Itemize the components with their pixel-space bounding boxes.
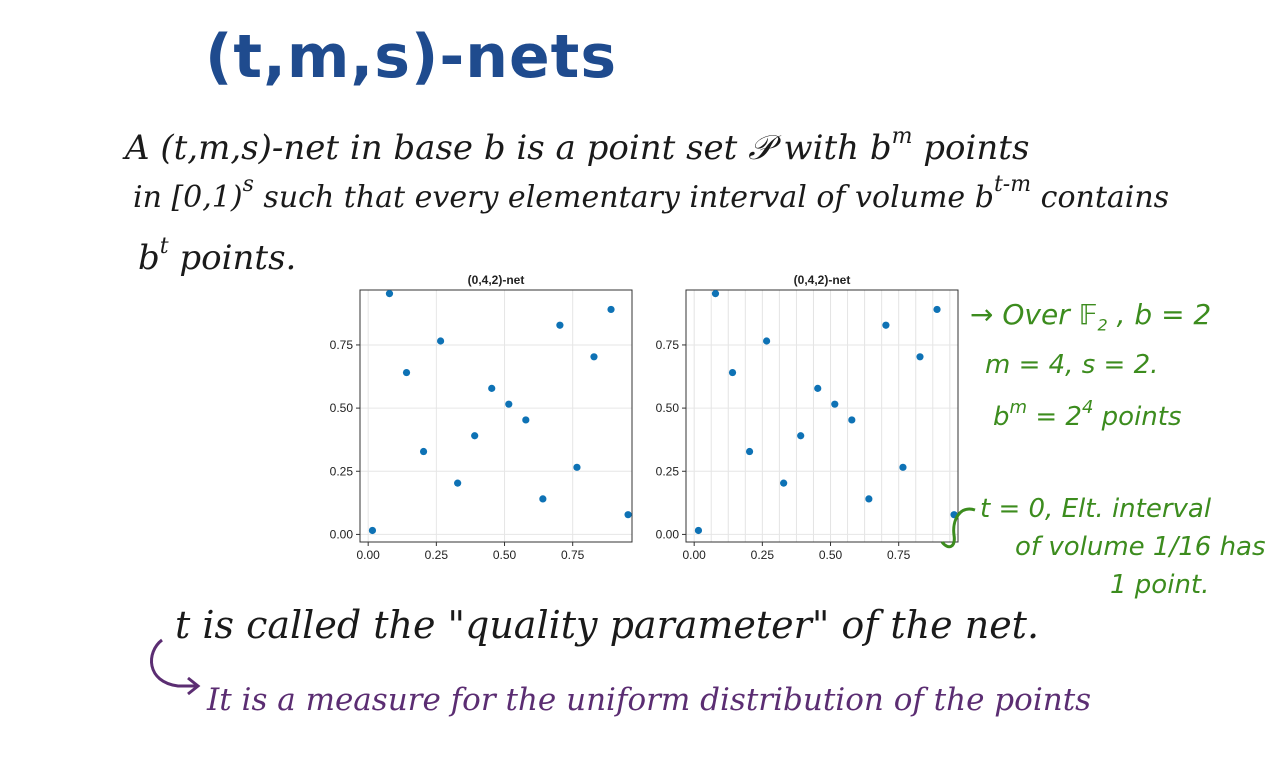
data-point (848, 416, 856, 424)
gridlines (686, 290, 958, 542)
annotation-base: , b = 2 (1116, 298, 1212, 331)
x-tick-label: 0.00 (357, 548, 381, 562)
slide-title: (t,m,s)-nets (205, 22, 618, 92)
definition-line-2: in [0,1)s such that every elementary int… (133, 172, 1170, 215)
annotation-one-point: 1 point. (1110, 570, 1210, 600)
y-tick-label: 0.50 (656, 401, 680, 415)
bracket-arrow-icon (940, 507, 976, 549)
data-point (916, 353, 924, 361)
measure-statement: It is a measure for the uniform distribu… (207, 682, 1092, 718)
curved-arrow-icon (150, 638, 201, 696)
point-set-symbol: 𝒫 (748, 128, 773, 168)
data-point (624, 511, 632, 519)
data-point (437, 337, 445, 345)
data-point (899, 463, 907, 471)
data-point (522, 416, 530, 424)
data-point (745, 447, 754, 456)
x-tick-label: 0.75 (561, 548, 585, 562)
data-point (865, 495, 873, 503)
annotation-params: m = 4, s = 2. (985, 350, 1159, 380)
bt-base: b (138, 238, 160, 278)
definition-line-1-points: points (923, 128, 1030, 168)
plot-frame (359, 289, 633, 543)
annotation-over: Over (1002, 298, 1070, 331)
y-tick-label: 0.75 (330, 338, 354, 352)
x-tick-label: 0.50 (819, 548, 843, 562)
data-point (831, 400, 839, 408)
data-point (402, 368, 411, 377)
unit-cube-exponent: s (242, 172, 254, 197)
annotation-field: → Over 𝔽2 , b = 2 (970, 298, 1211, 335)
y-tick-label: 0.00 (656, 527, 680, 541)
x-tick-label: 0.25 (425, 548, 449, 562)
definition-line-1-text: A (t,m,s)-net in base b is a point set (125, 128, 738, 168)
arrow-icon: → (970, 298, 994, 331)
x-tick-label: 0.75 (887, 548, 911, 562)
chart-title: (0,4,2)-net (794, 273, 851, 287)
data-point (368, 526, 377, 535)
y-tick-label: 0.75 (656, 338, 680, 352)
x-tick-label: 0.50 (493, 548, 517, 562)
volume-base: b (974, 180, 994, 215)
definition-line-2-contains: contains (1040, 180, 1170, 215)
data-point (607, 305, 615, 314)
data-point (385, 290, 394, 298)
annotation-equals: = (1035, 402, 1058, 432)
quality-statement: t is called the "quality parameter" of t… (175, 603, 1040, 647)
annotation-bm-exponent: m (1009, 397, 1028, 418)
data-point (933, 305, 941, 314)
data-point (882, 321, 890, 329)
y-tick-label: 0.50 (330, 401, 354, 415)
annotation-volume: of volume 1/16 has (1015, 532, 1266, 562)
data-point (694, 526, 703, 535)
data-point (454, 479, 462, 487)
definition-bm-base: b (869, 128, 892, 168)
x-tick-label: 0.25 (751, 548, 775, 562)
data-point (814, 384, 822, 392)
scatter-chart-left: (0,4,2)-net 0.00 0.25 0.50 0.75 0.00 0.25 0.50 0… (330, 273, 633, 562)
data-point (539, 495, 547, 503)
y-tick-label: 0.00 (330, 527, 354, 541)
plot-frame (685, 289, 959, 543)
field-subscript: 2 (1097, 315, 1108, 335)
definition-line-2-text: such that every elementary interval of v… (263, 180, 966, 215)
chart-title: (0,4,2)-net (468, 273, 525, 287)
annotation-fraction: 1/16 (1152, 532, 1212, 562)
annotation-quality: t = 0, Elt. interval (980, 494, 1212, 524)
data-point (728, 368, 737, 377)
data-point (419, 447, 428, 456)
annotation-bm-base: b (993, 402, 1010, 432)
y-tick-label: 0.25 (330, 464, 354, 478)
data-point (488, 384, 496, 392)
definition-line-1: A (t,m,s)-net in base b is a point set 𝒫… (125, 124, 1030, 168)
scatter-chart-right: (0,4,2)-net 0.00 0.25 0.50 0.75 0.00 0.25 0.50 0… (656, 273, 959, 562)
data-point (763, 337, 771, 345)
x-tick-label: 0.00 (683, 548, 707, 562)
data-point (573, 463, 581, 471)
data-point (590, 353, 598, 361)
annotation-volume-text: of volume (1015, 532, 1145, 562)
definition-line-3-points: points. (179, 238, 297, 278)
gridlines (360, 290, 632, 542)
data-point (556, 321, 564, 329)
field-symbol: 𝔽 (1078, 298, 1098, 331)
bt-exponent: t (159, 234, 169, 259)
y-tick-label: 0.25 (656, 464, 680, 478)
definition-bm-exponent: m (891, 124, 913, 149)
data-point (471, 432, 479, 440)
annotation-points: bm = 24 points (993, 397, 1182, 432)
annotation-pow-base: 2 (1065, 402, 1082, 432)
annotation-points-word: points (1101, 402, 1182, 432)
data-point (797, 432, 805, 440)
data-point (711, 290, 720, 298)
data-point (780, 479, 788, 487)
unit-cube-text: in [0,1) (133, 180, 243, 215)
annotation-pow-exponent: 4 (1081, 397, 1094, 418)
definition-line-1-with: with (783, 128, 860, 168)
definition-line-3: bt points. (138, 234, 297, 278)
annotation-has: has (1219, 532, 1266, 562)
volume-exponent: t-m (993, 172, 1032, 197)
data-point (505, 400, 513, 408)
